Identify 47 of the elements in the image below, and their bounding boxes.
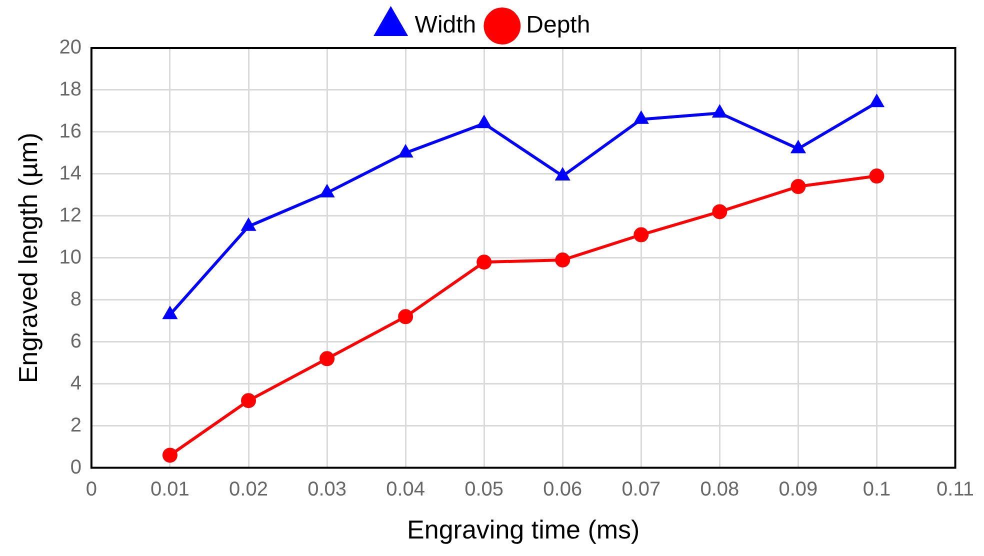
y-tick-label: 8 [70, 288, 82, 310]
x-tick-label: 0.08 [700, 478, 740, 500]
y-tick-label: 20 [59, 36, 82, 59]
x-tick-label: 0.03 [308, 478, 347, 500]
x-tick-label: 0.1 [862, 478, 891, 500]
point [870, 95, 884, 108]
point [555, 252, 570, 268]
point [477, 116, 491, 128]
y-tick-label: 0 [70, 456, 82, 478]
x-tick-label: 0.05 [464, 478, 504, 500]
x-axis-title: Engraving time (ms) [407, 514, 640, 545]
point [476, 254, 492, 270]
point [162, 448, 178, 463]
point [242, 218, 256, 231]
y-axis-title: Engraved length (µm) [12, 132, 43, 384]
point [241, 393, 256, 408]
point [320, 351, 335, 366]
y-tick-label: 2 [70, 414, 82, 436]
point [634, 112, 648, 124]
point [869, 168, 884, 184]
point [712, 106, 726, 118]
y-tick-label: 6 [70, 330, 82, 352]
y-tick-label: 14 [59, 162, 82, 184]
x-tick-label: 0.09 [778, 478, 818, 500]
x-tick-label: 0 [86, 478, 98, 500]
y-tick-label: 18 [59, 78, 82, 100]
point [398, 145, 412, 158]
point [712, 204, 728, 220]
point [556, 168, 570, 181]
point [398, 309, 414, 324]
x-tick-label: 0.06 [543, 478, 582, 500]
y-tick-label: 12 [59, 204, 82, 226]
point [163, 307, 177, 320]
point [634, 227, 649, 242]
x-tick-label: 0.07 [622, 478, 661, 500]
point [320, 185, 334, 198]
y-tick-label: 16 [59, 120, 82, 142]
point [790, 179, 806, 194]
x-tick-label: 0.01 [150, 478, 190, 500]
y-tick-label: 10 [59, 246, 82, 268]
x-tick-label: 0.04 [386, 478, 426, 500]
point [792, 141, 805, 154]
y-tick-label: 4 [70, 372, 82, 394]
legend-label: Depth [526, 12, 590, 39]
x-tick-label: 0.02 [229, 478, 268, 500]
x-tick-label: 0.11 [936, 478, 974, 500]
legend-label: Width [414, 12, 476, 39]
